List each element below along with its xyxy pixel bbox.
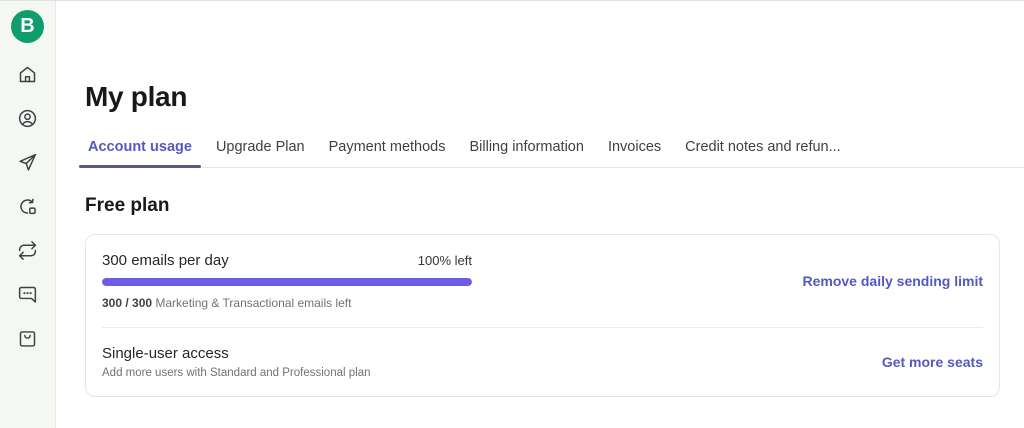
seats-row: Single-user access Add more users with S… bbox=[86, 328, 999, 396]
seats-title: Single-user access bbox=[102, 345, 229, 362]
brevo-logo[interactable]: B bbox=[11, 10, 44, 43]
get-more-seats-link[interactable]: Get more seats bbox=[881, 354, 983, 370]
sidebar-item-automation[interactable] bbox=[17, 198, 39, 220]
contacts-icon bbox=[17, 108, 38, 134]
home-icon bbox=[17, 64, 38, 90]
plan-usage-card: 300 emails per day 100% left 300 / 300 M… bbox=[85, 234, 1000, 397]
ecommerce-bag-icon bbox=[17, 328, 38, 354]
transactional-repeat-icon bbox=[17, 240, 38, 266]
tab-payment-methods[interactable]: Payment methods bbox=[328, 139, 446, 155]
page-title: My plan bbox=[85, 81, 188, 112]
email-usage-line: 300 / 300 Marketing & Transactional emai… bbox=[102, 296, 472, 310]
sidebar-item-conversations[interactable] bbox=[17, 286, 39, 308]
email-quota-title: 300 emails per day bbox=[102, 252, 229, 269]
tab-credit-notes[interactable]: Credit notes and refun... bbox=[685, 139, 841, 155]
email-usage-count: 300 / 300 bbox=[102, 296, 153, 310]
sidebar-item-ecommerce[interactable] bbox=[17, 330, 39, 352]
plan-heading: Free plan bbox=[85, 195, 170, 216]
sidebar-item-home[interactable] bbox=[17, 66, 39, 88]
email-quota-details: 300 emails per day 100% left 300 / 300 M… bbox=[102, 252, 472, 310]
sidebar-item-contacts[interactable] bbox=[17, 108, 39, 134]
card-divider bbox=[102, 327, 983, 328]
sidebar-nav bbox=[17, 66, 39, 352]
sidebar-item-campaigns[interactable] bbox=[17, 152, 39, 178]
campaigns-send-icon bbox=[17, 152, 38, 178]
email-usage-text: Marketing & Transactional emails left bbox=[152, 296, 352, 310]
conversations-chat-icon bbox=[17, 284, 38, 310]
seats-details: Single-user access Add more users with S… bbox=[102, 345, 371, 379]
sidebar: B bbox=[0, 1, 56, 428]
percent-left-label: 100% left bbox=[417, 253, 472, 268]
seats-subtitle: Add more users with Standard and Profess… bbox=[102, 367, 371, 379]
tab-invoices[interactable]: Invoices bbox=[607, 139, 662, 155]
tab-billing-information[interactable]: Billing information bbox=[469, 139, 584, 155]
email-quota-header: 300 emails per day 100% left bbox=[102, 252, 472, 269]
main-content: My plan Account usage Upgrade Plan Payme… bbox=[56, 1, 1024, 428]
billing-tabs: Account usage Upgrade Plan Payment metho… bbox=[79, 139, 1024, 168]
email-quota-progressbar bbox=[102, 278, 472, 286]
tab-account-usage[interactable]: Account usage bbox=[79, 139, 201, 168]
automation-icon bbox=[17, 196, 38, 222]
tab-upgrade-plan[interactable]: Upgrade Plan bbox=[215, 139, 305, 155]
sidebar-item-transactional[interactable] bbox=[17, 240, 39, 266]
email-quota-row: 300 emails per day 100% left 300 / 300 M… bbox=[86, 235, 999, 327]
progress-fill bbox=[102, 278, 472, 286]
remove-daily-limit-link[interactable]: Remove daily sending limit bbox=[802, 273, 984, 289]
